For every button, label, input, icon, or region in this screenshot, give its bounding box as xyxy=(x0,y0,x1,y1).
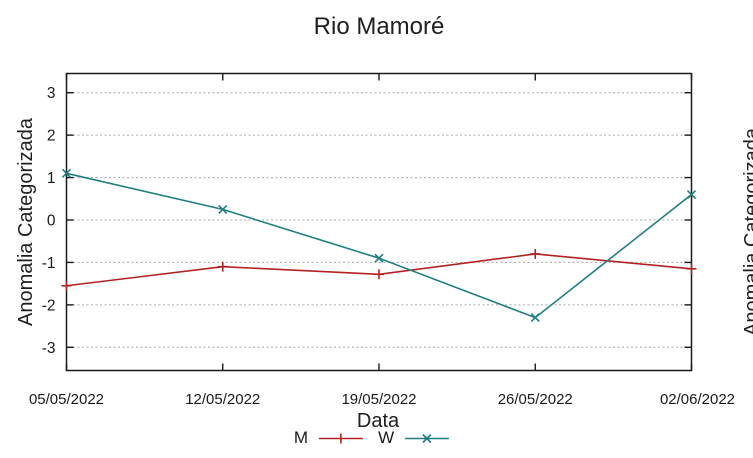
legend-label-W: W xyxy=(378,428,395,447)
y-tick-label: 2 xyxy=(47,128,56,145)
x-tick-label: 12/05/2022 xyxy=(185,391,260,408)
x-tick-label: 02/06/2022 xyxy=(660,391,735,408)
x-tick-label: 19/05/2022 xyxy=(341,391,416,408)
legend-item-W: W xyxy=(378,428,450,448)
legend-sample-M xyxy=(319,433,364,443)
plot-border xyxy=(65,72,693,372)
y-tick-label: -2 xyxy=(42,297,56,314)
x-axis-label: Data xyxy=(356,410,400,432)
legend-label-M: M xyxy=(293,428,309,447)
x-tick-label: 26/05/2022 xyxy=(498,391,573,408)
series-line-W xyxy=(66,172,692,319)
y-tick-label: 0 xyxy=(47,213,56,230)
y-axis-label: Anomalia Categorizada xyxy=(15,118,37,326)
y-tick-label: 3 xyxy=(47,85,56,102)
y-tick-label: -3 xyxy=(42,340,56,357)
legend-sample-W xyxy=(405,433,450,443)
x-tick-label: 05/05/2022 xyxy=(29,391,104,408)
marker-cross xyxy=(61,168,72,178)
marker-cross xyxy=(530,313,540,323)
marker-cross xyxy=(218,204,228,214)
legend-item-M: M xyxy=(294,428,364,448)
clipped-neighbor-y-axis-label: Anomalia Categorizada xyxy=(741,128,753,336)
marker-cross xyxy=(686,189,697,200)
y-tick-label: 1 xyxy=(47,170,56,187)
y-tick-label: -1 xyxy=(42,255,56,272)
marker-cross xyxy=(374,253,384,263)
chart-title: Rio Mamoré xyxy=(313,13,445,40)
